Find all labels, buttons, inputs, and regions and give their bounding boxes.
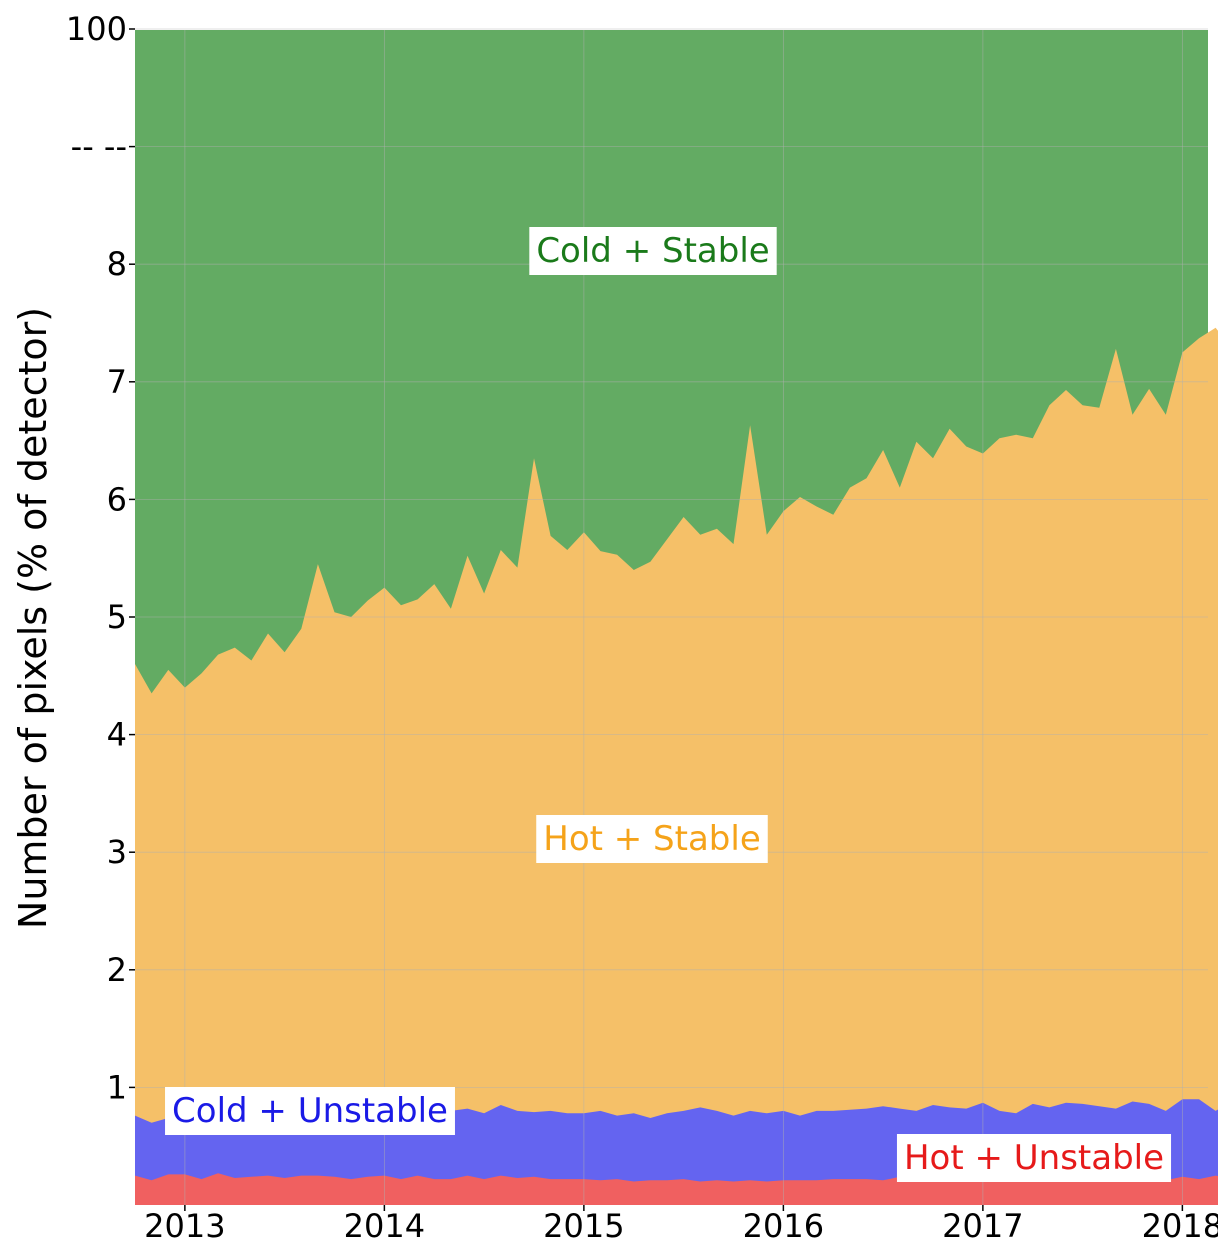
area-hot-stable: [135, 327, 1218, 1205]
x-tick-label: 2015: [543, 1207, 624, 1245]
label-cold-unstable: Cold + Unstable: [165, 1087, 455, 1135]
y-tick-label: 7: [107, 363, 127, 401]
y-tick-label: 1: [107, 1068, 127, 1106]
x-tick-label: 2017: [942, 1207, 1023, 1245]
y-tick-label: -- --: [71, 128, 127, 166]
label-cold-stable-text: Cold + Stable: [536, 231, 769, 271]
y-tick-label: 5: [107, 598, 127, 636]
y-tick-label: 8: [107, 245, 127, 283]
x-tick-label: 2014: [344, 1207, 425, 1245]
y-tick-label: 2: [107, 951, 127, 989]
label-hot-stable: Hot + Stable: [536, 815, 768, 863]
area-layer: [135, 30, 1218, 1205]
x-tick-label: 2018: [1142, 1207, 1218, 1245]
label-hot-unstable-box: [896, 1134, 1172, 1182]
y-tick-label: 6: [107, 480, 127, 518]
label-hot-stable-text: Hot + Stable: [543, 819, 761, 859]
y-tick-label: 3: [107, 833, 127, 871]
label-cold-unstable-text: Cold + Unstable: [172, 1091, 448, 1131]
y-tick-label: 4: [107, 716, 127, 754]
x-axis-ticks: 2013 2014 2015 2016 2017 2018: [144, 1205, 1218, 1245]
label-cold-stable-box: [529, 227, 777, 275]
x-tick-label: 2016: [743, 1207, 824, 1245]
y-tick-label: 100: [66, 10, 127, 48]
label-hot-unstable-text: Hot + Unstable: [904, 1138, 1164, 1178]
y-axis-ticks: 1 2 3 4 5 6 7 8 -- -- 100: [66, 10, 135, 1106]
x-tick-label: 2013: [144, 1207, 225, 1245]
label-hot-unstable: Hot + Unstable: [896, 1134, 1172, 1182]
label-cold-stable: Cold + Stable: [529, 227, 777, 275]
label-cold-unstable-box: [165, 1087, 455, 1135]
y-axis-label: Number of pixels (% of detector): [11, 307, 55, 929]
label-hot-stable-box: [536, 815, 768, 863]
inline-labels: Cold + Stable Hot + Stable Cold + Unstable…: [165, 227, 1172, 1182]
